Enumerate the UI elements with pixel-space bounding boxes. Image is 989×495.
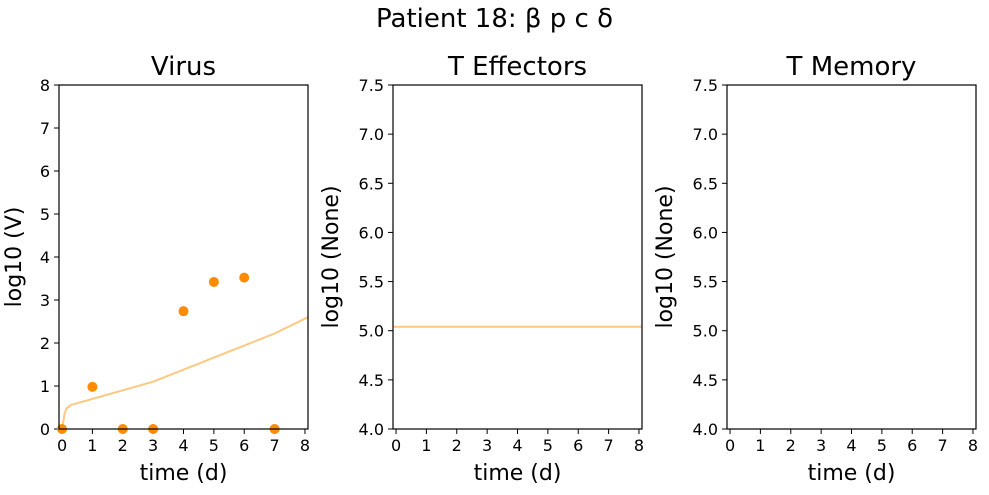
panel-3-xtick-label: 6 — [907, 436, 917, 455]
panel-2-ytick-label: 7.0 — [359, 125, 384, 144]
panel-1-xtick-label: 4 — [178, 436, 188, 455]
panel-1-ytick-label: 3 — [40, 291, 50, 310]
panel-1-ytick-label: 4 — [40, 248, 50, 267]
panel-1-xtick-label: 5 — [209, 436, 219, 455]
panel-2-xtick-label: 5 — [543, 436, 553, 455]
panel-1-xtick-label: 3 — [148, 436, 158, 455]
panel-1-ylabel: log10 (V) — [2, 207, 27, 308]
panel-1-data-point — [87, 381, 98, 392]
panel-1-axes-frame — [58, 84, 309, 430]
panel-2-ytick-label: 7.5 — [359, 76, 384, 95]
panel-3-ytick-label: 4.0 — [693, 420, 718, 439]
panel-3-xtick-label: 5 — [877, 436, 887, 455]
panel-2-ytick-label: 6.0 — [359, 223, 384, 242]
panel-2-ytick-label: 5.5 — [359, 273, 384, 292]
panel-3-ytick-label: 6.5 — [693, 174, 718, 193]
panel-2-ytick-label: 5.0 — [359, 322, 384, 341]
panel-1-data-point — [178, 306, 189, 317]
panel-1-ytick-label: 8 — [40, 76, 50, 95]
panel-3-xtick-label: 7 — [938, 436, 948, 455]
panel-2-xtick-label: 7 — [604, 436, 614, 455]
panel-3-xtick-label: 8 — [968, 436, 978, 455]
panel-1-data-point — [208, 276, 219, 287]
panel-3-xtick-label: 1 — [755, 436, 765, 455]
panel-3-title: T Memory — [786, 52, 917, 82]
panel-1-xtick-label: 6 — [239, 436, 249, 455]
panel-3-xtick-label: 3 — [816, 436, 826, 455]
panel-2-xtick-label: 3 — [482, 436, 492, 455]
panel-2-title: T Effectors — [447, 52, 587, 82]
figure-suptitle: Patient 18: β p c δ — [376, 4, 613, 34]
panel-3-xlabel: time (d) — [808, 461, 896, 486]
panel-3-ytick-label: 4.5 — [693, 371, 718, 390]
panel-3-ytick-label: 7.0 — [693, 125, 718, 144]
panel-2-xtick-label: 2 — [452, 436, 462, 455]
panel-1-xlabel: time (d) — [140, 461, 228, 486]
panel-2-xlabel: time (d) — [474, 461, 562, 486]
panel-2-ylabel: log10 (None) — [319, 185, 344, 328]
panel-3-ytick-label: 7.5 — [693, 76, 718, 95]
panel-1-ytick-label: 1 — [40, 377, 50, 396]
panel-1-data-point — [239, 272, 250, 283]
panel-3-ytick-label: 5.0 — [693, 322, 718, 341]
panel-2-ytick-label: 6.5 — [359, 174, 384, 193]
panel-1-fit-line — [61, 316, 309, 430]
panel-1-ytick-label: 7 — [40, 119, 50, 138]
panel-1-xtick-label: 8 — [300, 436, 310, 455]
panel-1-xtick-label: 1 — [87, 436, 97, 455]
panel-1-title: Virus — [151, 52, 216, 82]
panel-2-xtick-label: 8 — [634, 436, 644, 455]
panel-2-xtick-label: 1 — [421, 436, 431, 455]
panel-1-xtick-label: 7 — [270, 436, 280, 455]
panel-3-xtick-label: 4 — [846, 436, 856, 455]
panel-1-xtick-label: 2 — [118, 436, 128, 455]
panel-3-axes-frame — [726, 84, 977, 430]
panel-2-ytick-label: 4.0 — [359, 420, 384, 439]
panel-2-axes-frame — [392, 84, 643, 430]
panel-2-ytick-label: 4.5 — [359, 371, 384, 390]
panel-3-xtick-label: 2 — [786, 436, 796, 455]
panel-3-xtick-label: 0 — [725, 436, 735, 455]
panel-2-xtick-label: 4 — [512, 436, 522, 455]
panel-1-ytick-label: 5 — [40, 205, 50, 224]
panel-1-xtick-label: 0 — [57, 436, 67, 455]
panel-2-xtick-label: 6 — [573, 436, 583, 455]
panel-1-ytick-label: 0 — [40, 420, 50, 439]
panel-1-ytick-label: 2 — [40, 334, 50, 353]
panel-3-ytick-label: 6.0 — [693, 223, 718, 242]
panel-1-ytick-label: 6 — [40, 162, 50, 181]
panel-2-xtick-label: 0 — [391, 436, 401, 455]
panel-3-ytick-label: 5.5 — [693, 273, 718, 292]
panel-3-ylabel: log10 (None) — [653, 185, 678, 328]
